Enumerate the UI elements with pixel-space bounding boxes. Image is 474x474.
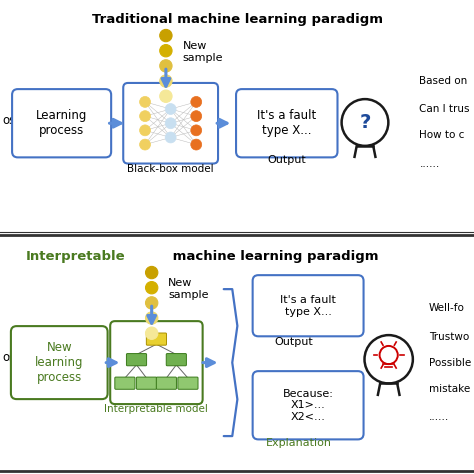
Text: Explanation: Explanation [265,438,332,448]
Circle shape [165,118,176,129]
Text: New
sample: New sample [168,278,209,300]
Text: It's a fault
type X...: It's a fault type X... [257,109,317,137]
Circle shape [165,104,176,115]
Circle shape [191,139,202,150]
Text: Because:
X1>...
X2<...: Because: X1>... X2<... [283,389,334,422]
Text: New
learning
process: New learning process [35,341,83,384]
FancyBboxPatch shape [127,354,146,366]
Circle shape [191,96,202,108]
FancyBboxPatch shape [115,377,135,389]
Circle shape [160,29,172,42]
FancyBboxPatch shape [166,354,186,366]
Text: mistake: mistake [429,383,470,394]
Circle shape [160,60,172,72]
FancyBboxPatch shape [11,326,108,399]
Circle shape [160,45,172,57]
Text: Black-box model: Black-box model [128,164,214,173]
FancyBboxPatch shape [146,333,166,345]
FancyBboxPatch shape [156,377,176,389]
Circle shape [146,327,158,339]
Circle shape [140,125,151,136]
Text: How to c: How to c [419,130,465,140]
Circle shape [160,75,172,87]
FancyBboxPatch shape [110,321,202,404]
Text: ......: ...... [429,412,449,422]
Circle shape [191,125,202,136]
Text: Interpretable: Interpretable [26,250,126,263]
Text: Output: Output [267,155,306,165]
FancyBboxPatch shape [253,371,364,439]
Text: Output: Output [274,337,313,346]
Text: Can I trus: Can I trus [419,104,470,114]
FancyBboxPatch shape [236,89,337,157]
Text: ......: ...... [419,158,440,169]
FancyBboxPatch shape [12,89,111,157]
Text: Traditional machine learning paradigm: Traditional machine learning paradigm [91,13,383,26]
Text: machine learning paradigm: machine learning paradigm [168,250,379,263]
Circle shape [146,312,158,324]
Circle shape [146,282,158,294]
Circle shape [146,297,158,309]
Circle shape [160,90,172,102]
Circle shape [140,96,151,108]
Circle shape [140,111,151,122]
FancyBboxPatch shape [123,83,218,164]
Text: osis: osis [2,114,25,128]
Text: Well-fo: Well-fo [429,303,465,313]
Text: New
sample: New sample [182,41,223,63]
FancyBboxPatch shape [137,377,156,389]
FancyBboxPatch shape [178,377,198,389]
Circle shape [165,132,176,143]
Text: Learning
process: Learning process [36,109,87,137]
Circle shape [140,139,151,150]
Text: Trustwo: Trustwo [429,331,469,342]
Text: Possible: Possible [429,357,471,368]
Text: Interpretable model: Interpretable model [104,404,209,414]
Text: It's a fault
type X...: It's a fault type X... [280,295,336,317]
FancyBboxPatch shape [253,275,364,337]
Text: ?: ? [359,113,371,132]
Text: osis: osis [2,351,25,365]
Circle shape [146,266,158,279]
Circle shape [191,111,202,122]
Text: Based on: Based on [419,75,468,86]
